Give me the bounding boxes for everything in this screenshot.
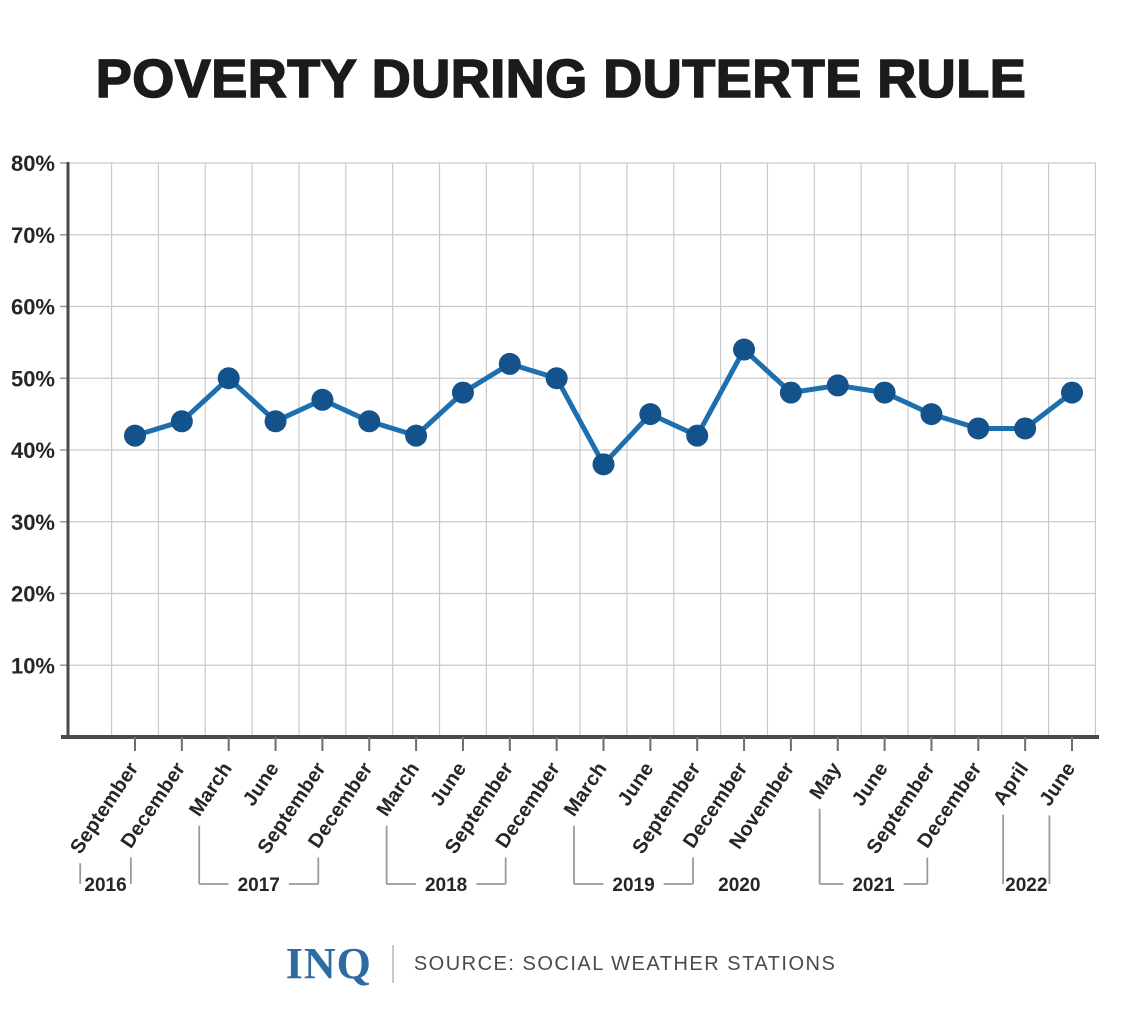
- year-label: 2021: [852, 875, 895, 896]
- year-label: 2017: [238, 875, 280, 896]
- x-tick-label: June: [848, 758, 893, 810]
- source-text: SOURCE: SOCIAL WEATHER STATIONS: [413, 952, 837, 975]
- chart-title: POVERTY DURING DUTERTE RULE: [95, 48, 1027, 110]
- data-point-september-2018: [498, 352, 521, 375]
- y-tick-label: 20%: [11, 582, 55, 607]
- x-tick-label: June: [239, 758, 284, 810]
- x-tick-label: March: [560, 758, 612, 820]
- data-point-june-2017: [264, 410, 287, 433]
- x-tick-label: March: [185, 758, 237, 820]
- x-tick-label: April: [989, 758, 1033, 809]
- data-point-march-2017: [217, 367, 240, 390]
- data-point-december-2021: [967, 417, 990, 440]
- y-tick-label: 30%: [11, 510, 55, 535]
- data-point-september-2017: [311, 388, 334, 411]
- year-label: 2016: [84, 875, 126, 896]
- x-tick-label: June: [614, 758, 659, 810]
- y-tick-label: 80%: [11, 151, 55, 176]
- y-tick-label: 60%: [11, 295, 55, 320]
- y-tick-label: 40%: [11, 438, 55, 463]
- data-point-may-2021: [826, 374, 849, 397]
- data-point-december-2018: [545, 367, 568, 390]
- x-tick-label: May: [806, 758, 847, 804]
- data-point-march-2019: [592, 453, 615, 476]
- y-tick-label: 70%: [11, 223, 55, 248]
- data-point-september-2016: [124, 424, 146, 447]
- y-tick-label: 10%: [11, 653, 55, 678]
- data-point-december-2017: [358, 410, 381, 433]
- data-point-september-2019: [686, 424, 709, 447]
- y-tick-label: 50%: [11, 366, 55, 391]
- data-point-december-2019: [733, 338, 756, 361]
- data-point-june-2022: [1061, 381, 1083, 404]
- footer-divider: [391, 945, 394, 983]
- footer: INQ SOURCE: SOCIAL WEATHER STATIONS: [0, 933, 1122, 995]
- year-label: 2018: [425, 875, 467, 896]
- data-point-september-2021: [920, 403, 943, 426]
- year-label: 2022: [1005, 875, 1047, 896]
- inq-logo: INQ: [285, 939, 372, 988]
- data-point-june-2021: [873, 381, 896, 404]
- year-label: 2020: [718, 875, 760, 896]
- x-tick-label: March: [373, 758, 425, 820]
- data-point-march-2018: [405, 424, 428, 447]
- data-point-april-2022: [1014, 417, 1037, 440]
- data-point-june-2018: [451, 381, 474, 404]
- x-tick-label: June: [1035, 758, 1080, 810]
- data-point-november-2020: [779, 381, 802, 404]
- data-point-december-2016: [170, 410, 193, 433]
- x-tick-label: June: [426, 758, 471, 810]
- year-label: 2019: [612, 875, 654, 896]
- data-point-june-2019: [639, 403, 662, 426]
